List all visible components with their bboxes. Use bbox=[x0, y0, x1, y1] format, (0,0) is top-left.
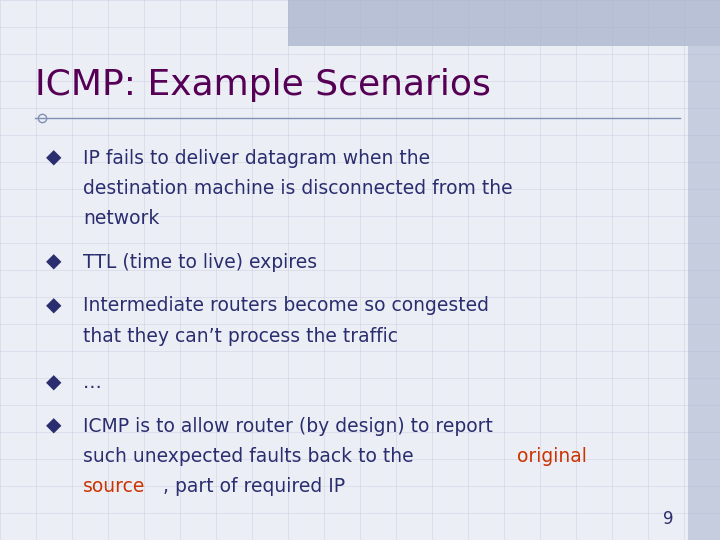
Text: source: source bbox=[83, 477, 145, 496]
Text: Intermediate routers become so congested: Intermediate routers become so congested bbox=[83, 296, 489, 315]
Bar bbox=[288, 0, 720, 46]
Text: ◆: ◆ bbox=[46, 296, 62, 315]
Text: 9: 9 bbox=[662, 510, 673, 528]
Text: network: network bbox=[83, 209, 159, 228]
Text: ICMP is to allow router (by design) to report: ICMP is to allow router (by design) to r… bbox=[83, 417, 492, 436]
Text: ◆: ◆ bbox=[46, 417, 62, 436]
Text: destination machine is disconnected from the: destination machine is disconnected from… bbox=[83, 179, 513, 198]
Text: ICMP: Example Scenarios: ICMP: Example Scenarios bbox=[35, 68, 490, 102]
Text: ◆: ◆ bbox=[46, 373, 62, 392]
Text: , part of required IP: , part of required IP bbox=[163, 477, 346, 496]
Text: ◆: ◆ bbox=[46, 253, 62, 272]
Text: TTL (time to live) expires: TTL (time to live) expires bbox=[83, 253, 317, 272]
Text: ◆: ◆ bbox=[46, 148, 62, 167]
Text: that they can’t process the traffic: that they can’t process the traffic bbox=[83, 327, 397, 346]
Text: such unexpected faults back to the: such unexpected faults back to the bbox=[83, 447, 420, 466]
Text: IP fails to deliver datagram when the: IP fails to deliver datagram when the bbox=[83, 148, 430, 167]
Text: original: original bbox=[517, 447, 587, 466]
Text: …: … bbox=[83, 373, 102, 392]
Bar bbox=[688, 46, 720, 540]
